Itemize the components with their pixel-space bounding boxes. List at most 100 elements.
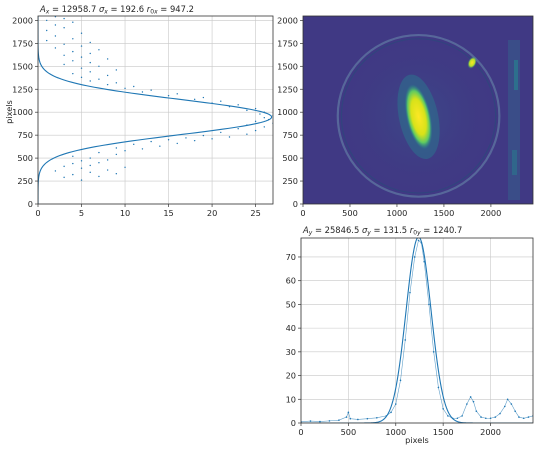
camera-image-ytick-label: 1500: [277, 61, 298, 71]
x-profile-data-point: [167, 94, 170, 97]
x-profile-data-point: [106, 74, 109, 77]
y-profile-xtick-label: 1500: [433, 427, 454, 437]
x-profile-data-point: [46, 29, 48, 32]
x-profile-data-point: [54, 47, 57, 49]
x-profile-data-point: [124, 87, 126, 90]
x-profile-data-point: [220, 100, 222, 102]
x-profile-data-point: [98, 78, 100, 80]
x-profile-data-point: [72, 155, 74, 157]
x-profile-data-point: [263, 126, 265, 128]
x-profile-data-point: [80, 179, 83, 181]
x-profile-data-point: [124, 150, 126, 152]
x-profile-data-point: [150, 89, 152, 91]
camera-image-y-ticks: 0 250 500 750 1000 1250 1500 1750 2000: [277, 15, 303, 209]
x-profile-fit-curve: [38, 16, 273, 204]
camera-image-ytick-label: 1250: [277, 84, 298, 94]
x-profile-data-point: [115, 173, 118, 175]
camera-image-xtick-label: 1500: [434, 208, 455, 218]
camera-image-ytick-label: 1000: [277, 107, 298, 117]
x-profile-data-point: [133, 85, 135, 88]
x-profile-ylabel: pixels: [4, 100, 14, 124]
x-profile-data-point: [89, 71, 91, 73]
x-profile-data-point: [193, 139, 196, 142]
y-profile-ytick-label: 40: [286, 323, 296, 333]
x-profile-data-point: [54, 35, 57, 37]
x-profile-data-point: [141, 91, 144, 93]
x-profile-data-point: [193, 98, 196, 101]
aperture-ring-inner: [340, 38, 497, 194]
secondary-beam-spot: [467, 56, 477, 69]
x-profile-data-point: [150, 140, 152, 143]
x-profile-ytick-label: 1500: [12, 61, 33, 71]
x-profile-data-point: [89, 52, 91, 55]
camera-image-ytick-label: 750: [282, 130, 298, 140]
y-profile-ytick-label: 60: [286, 276, 296, 286]
camera-image-ytick-label: 500: [282, 153, 298, 163]
x-profile-ytick-label: 750: [17, 130, 33, 140]
x-profile-data-point: [72, 162, 74, 165]
x-profile-data-point: [254, 107, 257, 110]
y-profile-data-points: [301, 239, 533, 423]
y-profile-ytick-label: 70: [286, 252, 296, 262]
camera-image-frame: [302, 15, 534, 205]
x-profile-data-point: [63, 27, 65, 29]
x-profile-data-point: [98, 65, 100, 68]
x-profile-data-point: [133, 143, 135, 146]
x-profile-data-point: [80, 67, 83, 69]
x-profile-data-point: [106, 169, 109, 171]
x-profile-data-point: [115, 69, 118, 71]
x-profile-data-point: [237, 128, 239, 130]
x-profile-ytick-label: 0: [28, 199, 33, 209]
x-profile-data-point: [72, 60, 74, 62]
x-profile-data-point: [63, 165, 65, 168]
x-profile-data-point: [80, 160, 83, 162]
x-profile-xtick-label: 15: [163, 208, 173, 218]
x-profile-data-point: [72, 173, 74, 176]
x-profile-data-point: [80, 76, 83, 79]
x-profile-data-point: [220, 131, 222, 134]
x-profile-data-point: [106, 83, 109, 86]
x-profile-data-point: [46, 19, 48, 22]
y-profile-xtick-label: 500: [341, 427, 357, 437]
x-profile-xtick-label: 25: [250, 208, 260, 218]
x-profile-data-point: [63, 43, 65, 45]
x-profile-data-point: [98, 49, 100, 51]
x-profile-axes-frame: [37, 15, 274, 205]
x-profile-data-point: [167, 139, 170, 141]
x-profile-data-point: [80, 45, 83, 47]
x-profile-data-point: [141, 148, 144, 150]
y-profile-ytick-label: 20: [286, 371, 296, 381]
camera-image-panel: 0 500 1000 1500 2000 0 250 500 750 1000 1250 1500 1…: [277, 15, 534, 218]
main-beam-spot: [404, 84, 433, 150]
camera-image: [303, 16, 533, 204]
x-profile-xtick-label: 5: [79, 208, 84, 218]
y-profile-title: Ay = 25846.5 σy = 131.5 r0y = 1240.7: [302, 225, 462, 237]
x-profile-data-point: [254, 129, 257, 132]
x-profile-data-point: [237, 104, 239, 106]
y-profile-fit-curve: [301, 238, 533, 423]
x-profile-ytick-label: 1000: [12, 107, 33, 117]
camera-image-xtick-label: 500: [342, 208, 358, 218]
x-profile-data-point: [254, 120, 257, 123]
x-profile-data-point: [89, 171, 91, 174]
y-profile-ytick-label: 50: [286, 299, 296, 309]
y-profile-ytick-label: 30: [286, 347, 296, 357]
x-profile-grid: [37, 16, 273, 205]
x-profile-data-point: [98, 175, 100, 178]
camera-image-xtick-label: 1000: [387, 208, 408, 218]
x-profile-ytick-label: 250: [17, 176, 33, 186]
aperture-ring: [336, 33, 501, 198]
y-profile-grid: [300, 238, 533, 424]
x-profile-data-point: [202, 96, 205, 99]
y-profile-xtick-label: 0: [298, 427, 303, 437]
x-profile-data-point: [63, 176, 65, 179]
x-profile-data-point: [72, 38, 74, 40]
y-profile-axes-frame: [300, 237, 534, 424]
x-profile-xtick-label: 0: [35, 208, 40, 218]
x-profile-data-point: [159, 145, 161, 147]
y-profile-xtick-label: 2000: [480, 427, 501, 437]
x-profile-data-point: [115, 147, 118, 149]
y-profile-ytick-label: 10: [286, 394, 296, 404]
x-profile-data-point: [185, 137, 187, 139]
y-profile-data-line: [301, 239, 533, 423]
